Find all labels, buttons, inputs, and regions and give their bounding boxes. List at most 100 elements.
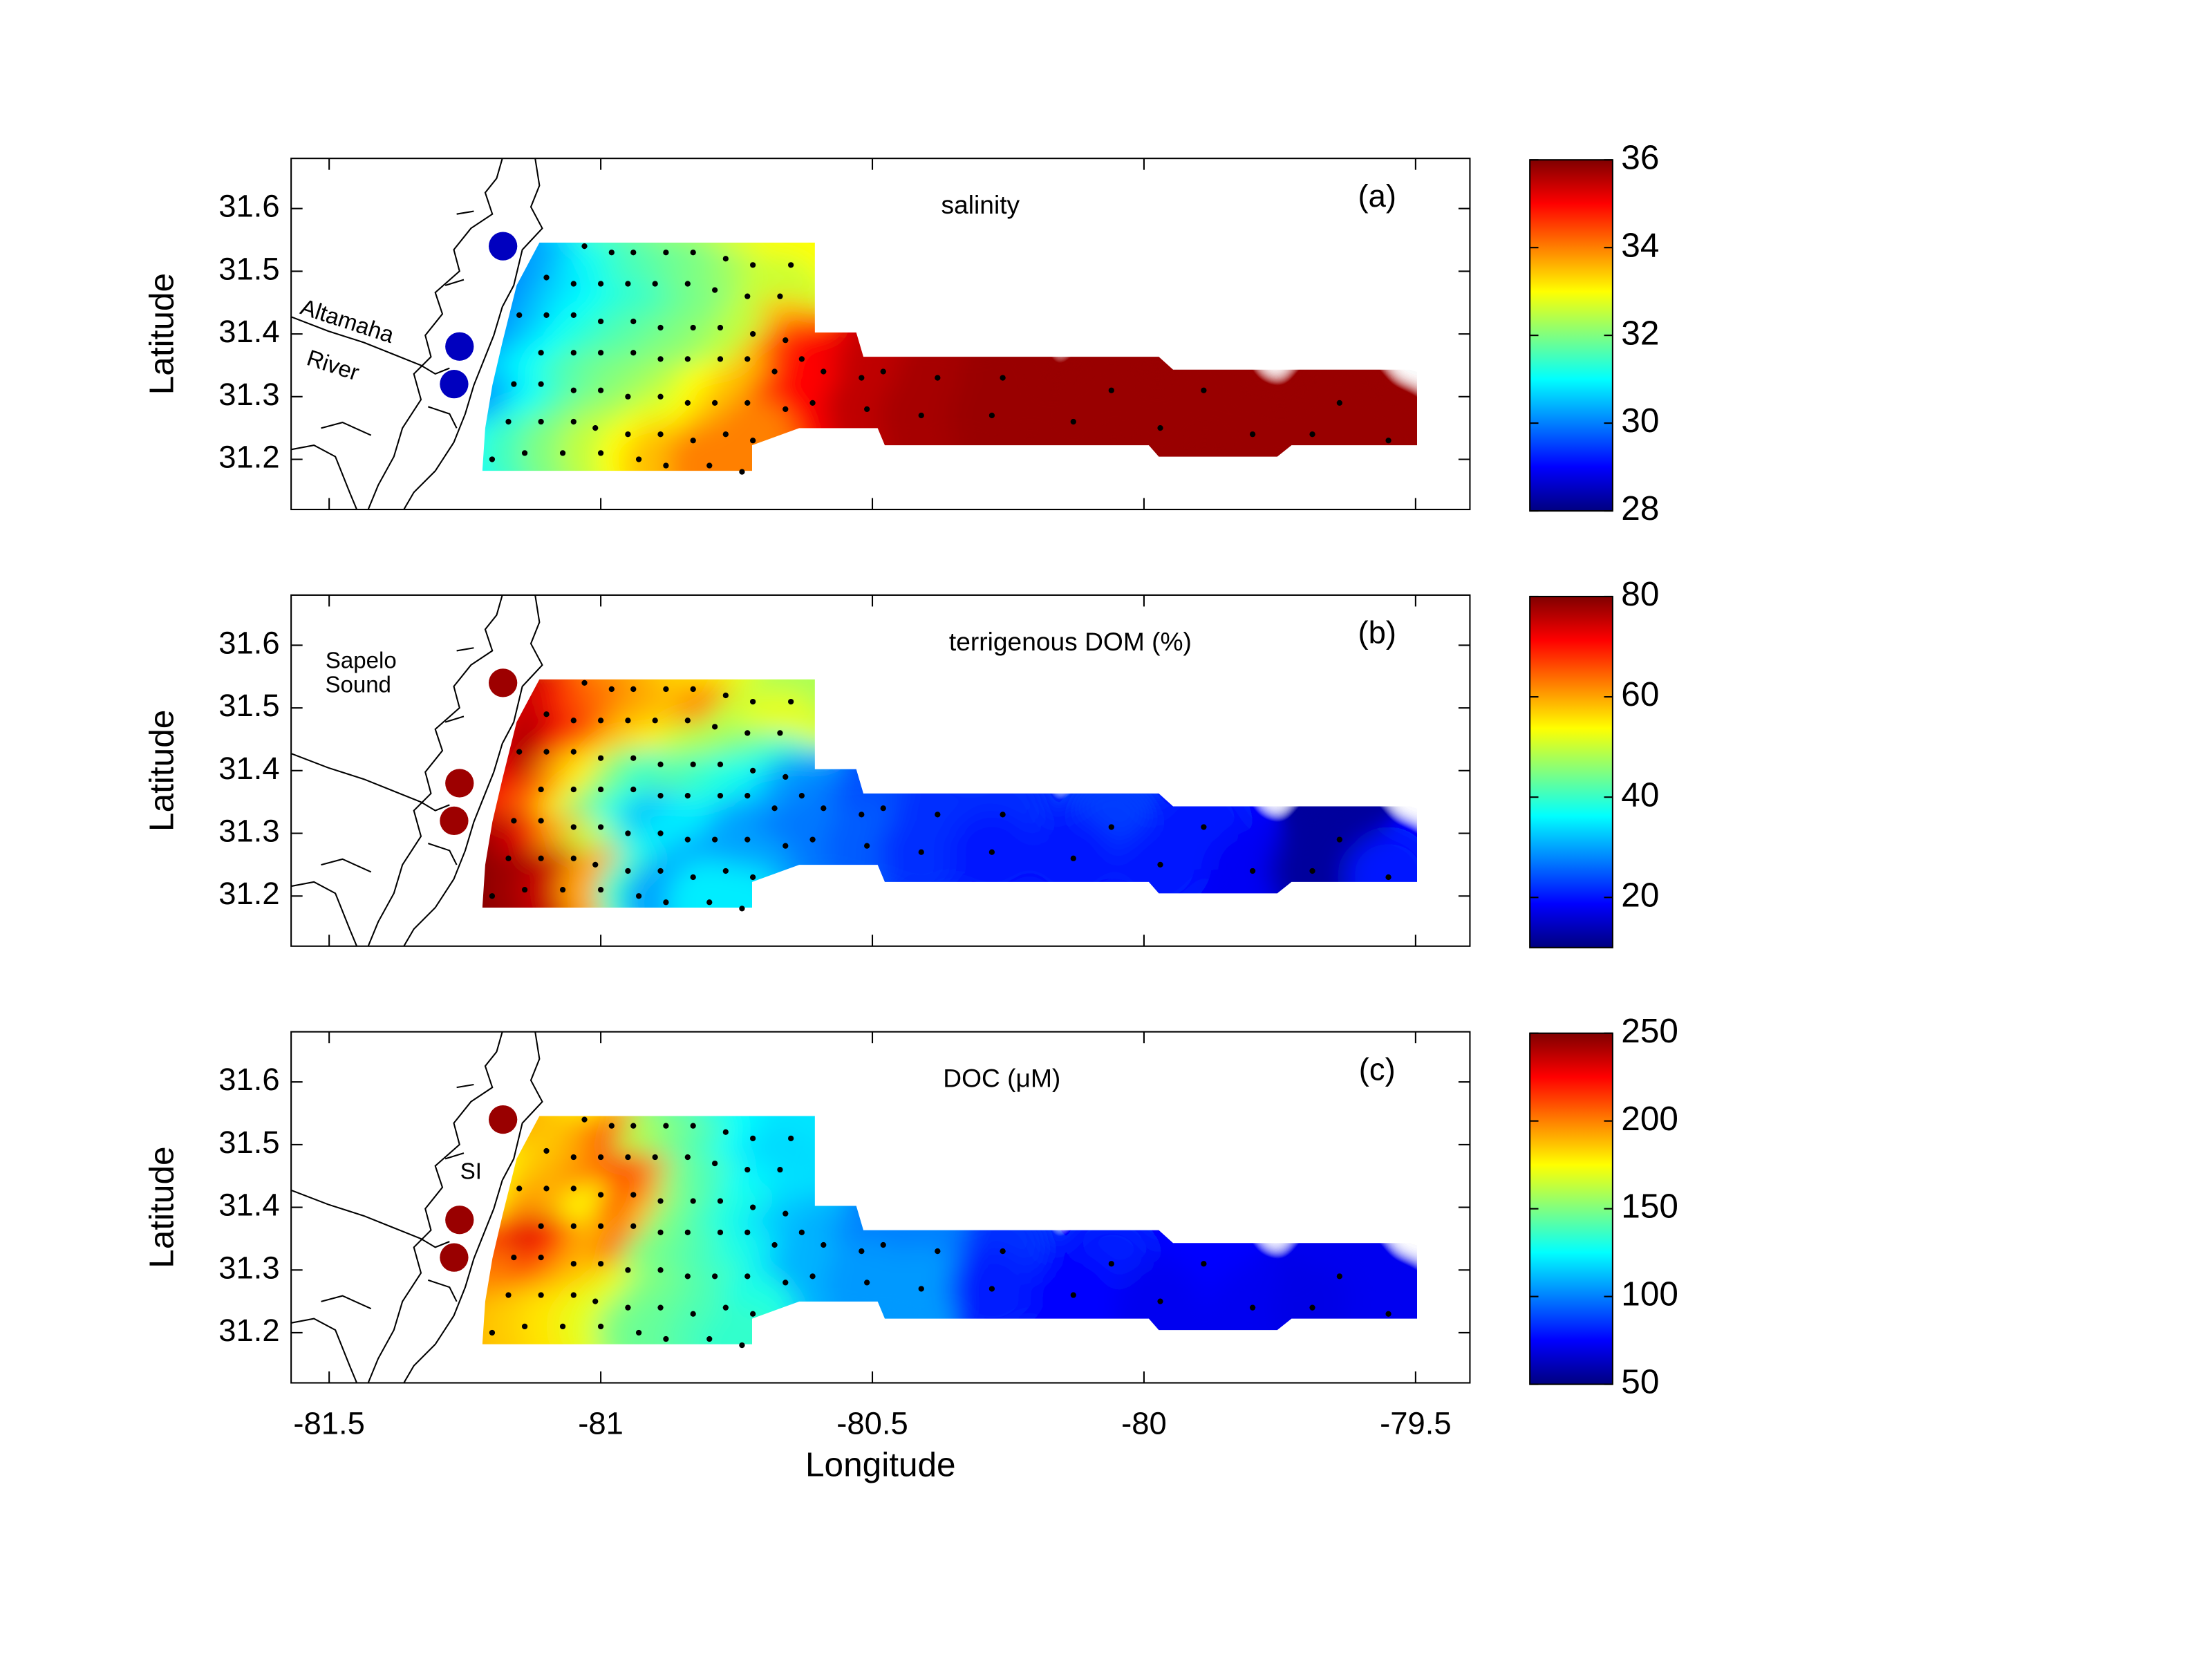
station bbox=[935, 375, 941, 381]
colorbar-tick-label: 60 bbox=[1621, 675, 1659, 713]
station bbox=[690, 250, 696, 256]
station bbox=[935, 812, 941, 818]
station bbox=[663, 1123, 669, 1129]
river-site bbox=[440, 806, 469, 836]
y-tick-label: 31.6 bbox=[218, 625, 279, 660]
station bbox=[684, 792, 691, 799]
station bbox=[489, 893, 496, 899]
station bbox=[592, 861, 599, 868]
station bbox=[657, 324, 664, 331]
panel-title: terrigenous DOM (%) bbox=[949, 627, 1192, 656]
station bbox=[717, 792, 724, 799]
panel-label: (c) bbox=[1359, 1051, 1396, 1087]
station bbox=[711, 287, 718, 293]
station bbox=[516, 1185, 523, 1192]
panel: 31.2 31.3 31.4 31.5 31.6 Latitude terrigenous … bbox=[143, 575, 1659, 948]
station bbox=[880, 805, 886, 812]
station bbox=[935, 1248, 941, 1255]
station bbox=[597, 318, 604, 325]
station bbox=[543, 1147, 550, 1154]
station bbox=[750, 262, 756, 268]
station bbox=[625, 1154, 631, 1161]
station bbox=[750, 1135, 756, 1141]
station bbox=[597, 450, 604, 456]
station bbox=[864, 843, 870, 849]
colorbar-tick-label: 250 bbox=[1621, 1012, 1678, 1050]
station bbox=[684, 1273, 691, 1280]
survey-field bbox=[482, 242, 1418, 471]
station bbox=[788, 698, 794, 705]
station bbox=[684, 1154, 691, 1161]
station bbox=[782, 843, 789, 849]
river-site bbox=[488, 668, 518, 697]
station bbox=[570, 1223, 577, 1229]
colorbar bbox=[1529, 159, 1613, 512]
station bbox=[538, 818, 544, 824]
colorbar-tick-label: 150 bbox=[1621, 1188, 1678, 1226]
station bbox=[690, 1123, 696, 1129]
station bbox=[859, 375, 865, 381]
station bbox=[657, 431, 664, 438]
station bbox=[717, 324, 724, 331]
station bbox=[1070, 418, 1076, 425]
panel-label: (b) bbox=[1358, 615, 1397, 650]
station bbox=[684, 281, 691, 287]
station bbox=[543, 711, 550, 718]
station bbox=[1385, 874, 1391, 881]
station bbox=[597, 824, 604, 830]
station bbox=[864, 1280, 870, 1286]
station bbox=[988, 1286, 995, 1292]
station bbox=[581, 679, 588, 686]
panel: 31.2 31.3 31.4 31.5 31.6 -81.5 -81 -80.5 -80 -79.… bbox=[143, 1012, 1678, 1441]
station bbox=[657, 830, 664, 836]
station bbox=[711, 836, 718, 843]
station bbox=[1201, 1261, 1207, 1267]
x-tick-label: -80.5 bbox=[836, 1405, 908, 1441]
station bbox=[521, 1323, 528, 1330]
station bbox=[777, 293, 783, 299]
station bbox=[663, 899, 669, 906]
station bbox=[744, 356, 751, 362]
colorbar-tick-label: 30 bbox=[1621, 402, 1659, 440]
station bbox=[690, 1311, 696, 1317]
station bbox=[597, 1223, 604, 1229]
panel-title: salinity bbox=[941, 190, 1020, 219]
station bbox=[652, 718, 658, 724]
station bbox=[788, 262, 794, 268]
colorbar-tick-label: 32 bbox=[1621, 314, 1659, 352]
station bbox=[750, 1204, 756, 1210]
colorbar-tick-label: 40 bbox=[1621, 776, 1659, 814]
station bbox=[1201, 824, 1207, 830]
station bbox=[706, 899, 713, 906]
colorbar-tick-label: 34 bbox=[1621, 226, 1659, 264]
station bbox=[543, 274, 550, 281]
station bbox=[798, 792, 805, 799]
station bbox=[511, 381, 517, 387]
station bbox=[625, 431, 631, 438]
station bbox=[864, 406, 870, 413]
survey-field bbox=[482, 1116, 1418, 1344]
station bbox=[538, 786, 544, 793]
station bbox=[630, 250, 637, 256]
station bbox=[690, 324, 696, 331]
station bbox=[750, 1311, 756, 1317]
station bbox=[1157, 861, 1163, 868]
annotation: Sound bbox=[325, 672, 391, 697]
station bbox=[684, 356, 691, 362]
station bbox=[788, 1135, 794, 1141]
station bbox=[597, 1154, 604, 1161]
station bbox=[722, 431, 729, 438]
station bbox=[663, 1335, 669, 1342]
x-tick-label: -81.5 bbox=[293, 1405, 365, 1441]
y-tick-label: 31.6 bbox=[218, 189, 279, 224]
y-tick-label: 31.3 bbox=[218, 814, 279, 849]
station bbox=[918, 1286, 924, 1292]
colorbar-tick-label: 50 bbox=[1621, 1363, 1659, 1401]
station bbox=[635, 1329, 642, 1336]
station bbox=[630, 350, 637, 356]
station bbox=[782, 406, 789, 413]
station bbox=[711, 1273, 718, 1280]
x-tick-label: -80 bbox=[1121, 1405, 1167, 1441]
station bbox=[722, 868, 729, 874]
station bbox=[559, 1323, 566, 1330]
